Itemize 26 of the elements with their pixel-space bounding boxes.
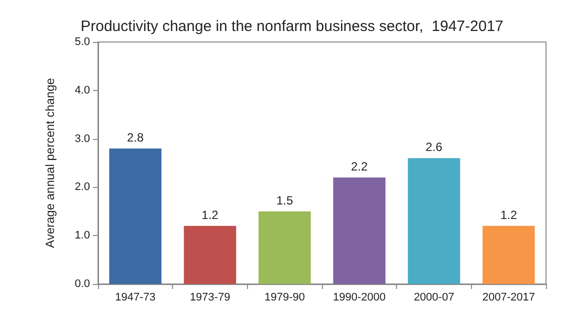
bar — [482, 226, 535, 284]
y-tick-label: 5.0 — [74, 36, 90, 48]
bar — [333, 178, 386, 284]
data-label: 1.5 — [276, 193, 294, 208]
x-tick-label: 1990-2000 — [333, 292, 386, 304]
x-tick-label: 1973-79 — [190, 292, 230, 304]
y-tick-label: 0.0 — [74, 278, 90, 290]
y-axis-title: Average annual percent change — [43, 78, 57, 248]
data-label: 2.2 — [350, 160, 368, 174]
x-tick-label: 2000-07 — [414, 292, 454, 304]
bar — [258, 211, 311, 284]
bar — [408, 158, 460, 284]
y-tick-label: 2.0 — [74, 181, 90, 194]
x-tick-label: 1979-90 — [264, 292, 305, 304]
data-label: 2.8 — [126, 130, 144, 144]
bar — [109, 148, 162, 284]
x-tick-label: 2007-2017 — [482, 292, 535, 304]
y-tick-label: 1.0 — [74, 230, 90, 242]
chart-title: Productivity change in the nonfarm business sector, 1947-2017 — [80, 18, 504, 35]
data-label: 1.2 — [202, 208, 219, 222]
y-tick-label: 3.0 — [74, 132, 90, 145]
y-tick-label: 4.0 — [74, 84, 90, 96]
data-label: 2.6 — [426, 140, 443, 154]
data-label: 1.2 — [500, 208, 518, 222]
x-tick-label: 1947-73 — [115, 292, 156, 304]
bar — [184, 226, 236, 284]
